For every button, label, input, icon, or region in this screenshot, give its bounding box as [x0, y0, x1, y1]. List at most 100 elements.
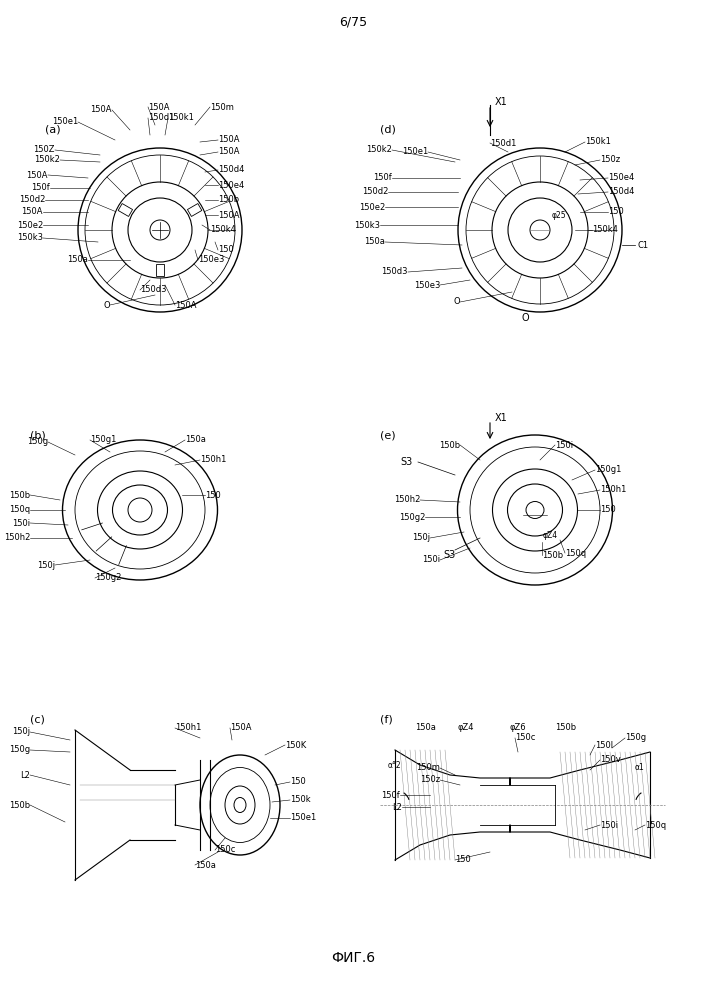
Text: 150e1: 150e1: [52, 117, 78, 126]
Text: 150k3: 150k3: [354, 221, 380, 230]
Text: X1: X1: [495, 413, 508, 423]
Text: 150k1: 150k1: [585, 137, 611, 146]
Text: 150i: 150i: [422, 556, 440, 564]
Text: (d): (d): [380, 125, 396, 135]
Text: 150g: 150g: [9, 746, 30, 754]
Text: 150a: 150a: [185, 436, 206, 444]
Text: α1: α1: [635, 764, 645, 772]
Text: 150i: 150i: [555, 440, 573, 450]
Text: 150k4: 150k4: [210, 226, 236, 234]
Text: 6/75: 6/75: [339, 15, 367, 28]
Text: O: O: [521, 313, 529, 323]
Text: 150g2: 150g2: [95, 574, 122, 582]
Text: 150z: 150z: [420, 776, 440, 784]
Text: 150g2: 150g2: [399, 512, 425, 522]
Text: 150j: 150j: [12, 728, 30, 736]
Bar: [118, 204, 132, 216]
Text: X1: X1: [495, 97, 508, 107]
Text: 150k: 150k: [290, 796, 310, 804]
Text: 150A: 150A: [218, 135, 240, 144]
Text: 150b: 150b: [218, 196, 239, 205]
Text: 150f: 150f: [381, 790, 400, 800]
Text: 150k2: 150k2: [366, 145, 392, 154]
Text: (b): (b): [30, 430, 46, 440]
Text: 150d3: 150d3: [382, 267, 408, 276]
Text: 150e4: 150e4: [608, 174, 634, 182]
Text: 150A: 150A: [230, 724, 252, 732]
Text: 150: 150: [218, 245, 234, 254]
Text: 150h1: 150h1: [600, 486, 626, 494]
Text: 150j: 150j: [37, 560, 55, 570]
Text: 150h2: 150h2: [4, 534, 30, 542]
Text: L2: L2: [20, 770, 30, 780]
Text: 150b: 150b: [439, 440, 460, 450]
Text: 150h1: 150h1: [200, 456, 226, 464]
Text: 150g: 150g: [625, 734, 646, 742]
Bar: [156, 264, 164, 276]
Text: 150: 150: [455, 856, 471, 864]
Text: 150d4: 150d4: [218, 165, 245, 174]
Text: 150A: 150A: [148, 103, 170, 111]
Text: C1: C1: [637, 240, 648, 249]
Text: 150d2: 150d2: [18, 196, 45, 205]
Text: 150k2: 150k2: [34, 155, 60, 164]
Text: 150d4: 150d4: [608, 188, 634, 196]
Text: 150A: 150A: [218, 147, 240, 156]
Text: 150v: 150v: [600, 756, 621, 764]
Text: 150h2: 150h2: [394, 495, 420, 504]
Text: 150g1: 150g1: [595, 466, 621, 475]
Text: 150g: 150g: [27, 438, 48, 446]
Bar: [187, 204, 201, 216]
Text: 150q: 150q: [9, 506, 30, 514]
Text: φZ6: φZ6: [510, 724, 527, 732]
Text: 150Z: 150Z: [33, 145, 55, 154]
Text: O: O: [103, 300, 110, 310]
Text: 150e2: 150e2: [358, 202, 385, 212]
Text: φZ4: φZ4: [543, 530, 558, 540]
Text: φZ4: φZ4: [458, 724, 474, 732]
Text: (c): (c): [30, 715, 45, 725]
Text: α°2: α°2: [388, 760, 402, 770]
Text: 150m: 150m: [210, 103, 234, 111]
Text: 150i: 150i: [12, 518, 30, 528]
Text: 150c: 150c: [515, 734, 535, 742]
Text: 150: 150: [205, 490, 221, 499]
Text: (e): (e): [380, 430, 396, 440]
Text: 150b: 150b: [9, 490, 30, 499]
Text: 150d2: 150d2: [361, 188, 388, 196]
Text: 150f: 150f: [373, 174, 392, 182]
Text: 150e3: 150e3: [198, 255, 224, 264]
Text: 150i: 150i: [600, 820, 618, 830]
Text: 150q: 150q: [645, 820, 666, 830]
Text: 150A: 150A: [26, 170, 48, 180]
Text: 150: 150: [600, 506, 616, 514]
Text: 150e1: 150e1: [290, 814, 316, 822]
Text: 150A: 150A: [90, 105, 112, 114]
Text: 150e3: 150e3: [414, 280, 440, 290]
Text: 150e4: 150e4: [218, 180, 244, 190]
Text: 150b: 150b: [542, 550, 563, 560]
Text: 150A: 150A: [21, 208, 43, 217]
Text: 150k4: 150k4: [592, 226, 618, 234]
Text: 150k3: 150k3: [17, 233, 43, 242]
Text: (f): (f): [380, 715, 393, 725]
Text: 150j: 150j: [412, 534, 430, 542]
Text: 150h1: 150h1: [175, 724, 201, 732]
Text: 150z: 150z: [600, 155, 620, 164]
Text: 150b: 150b: [555, 724, 576, 732]
Text: 150g1: 150g1: [90, 436, 117, 444]
Text: 150: 150: [608, 208, 624, 217]
Text: 150K: 150K: [285, 740, 306, 750]
Text: 150m: 150m: [416, 764, 440, 772]
Text: 150b: 150b: [9, 800, 30, 810]
Text: L2: L2: [392, 802, 402, 812]
Text: 150a: 150a: [195, 860, 216, 869]
Text: φ25: φ25: [552, 211, 566, 220]
Text: 150c: 150c: [215, 846, 235, 854]
Text: 150a: 150a: [364, 237, 385, 246]
Text: 150e1: 150e1: [402, 147, 428, 156]
Text: 150d1: 150d1: [490, 138, 516, 147]
Text: 150q: 150q: [565, 548, 586, 558]
Text: 150A: 150A: [218, 211, 240, 220]
Text: 150k1: 150k1: [168, 113, 194, 122]
